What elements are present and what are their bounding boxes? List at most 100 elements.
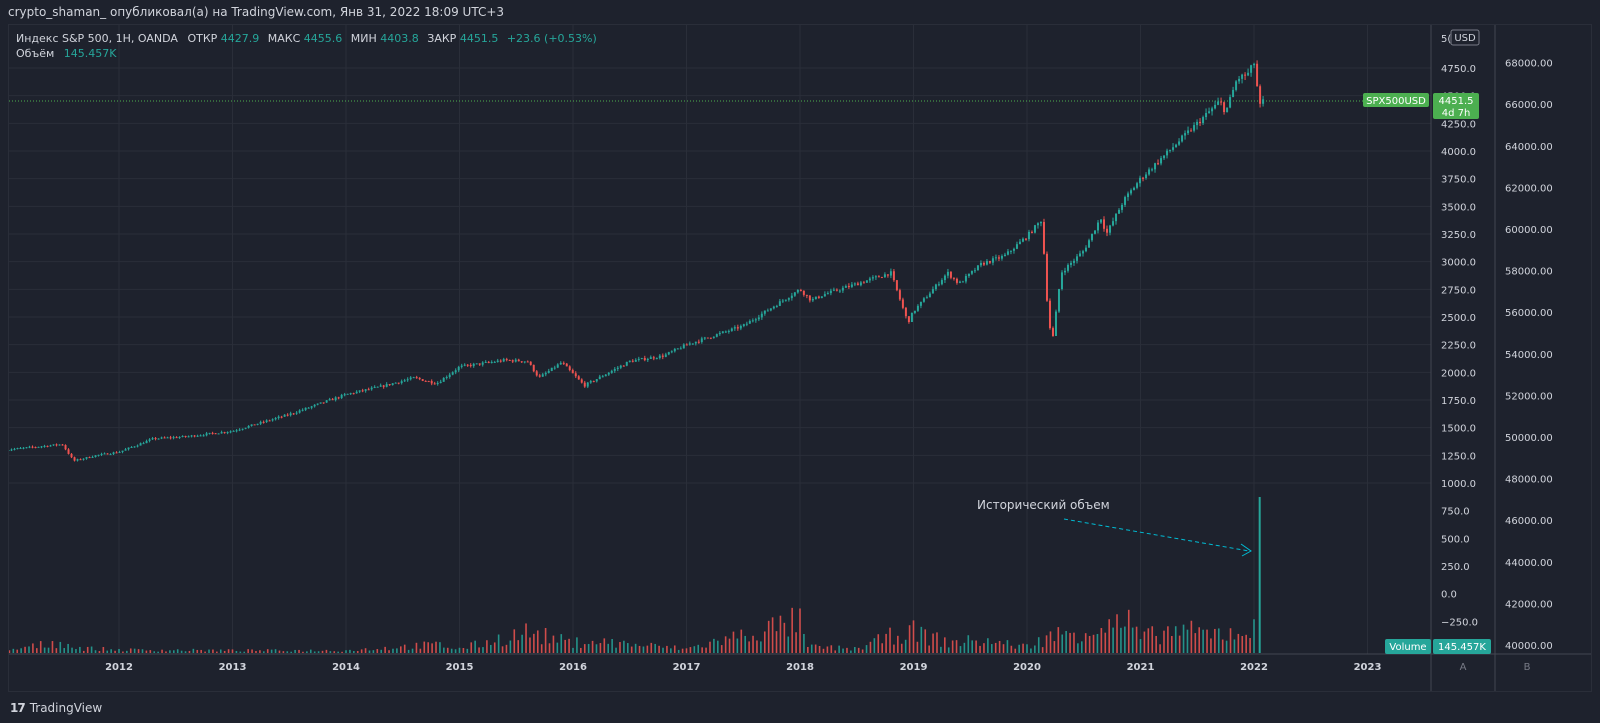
candle-body bbox=[910, 312, 913, 322]
candle-body bbox=[1202, 117, 1205, 124]
tradingview-logo[interactable]: 17 TradingView bbox=[10, 701, 102, 715]
volume-bar bbox=[223, 650, 226, 653]
volume-bar bbox=[756, 640, 758, 653]
price-axis-b[interactable]: 40000.00 42000.00 44000.00 46000.00 48000.00… bbox=[1505, 59, 1553, 652]
volume-bar bbox=[1073, 632, 1075, 653]
annotation-arrow[interactable] bbox=[1063, 518, 1250, 552]
candle-body bbox=[1036, 223, 1039, 226]
candle-body bbox=[373, 386, 376, 388]
candle-body bbox=[46, 445, 49, 447]
volume-bar bbox=[266, 649, 269, 653]
volume-bar bbox=[443, 647, 445, 653]
volume-bar bbox=[24, 646, 26, 653]
candle-body bbox=[565, 363, 568, 367]
volume-bar bbox=[345, 650, 347, 653]
candle-body bbox=[964, 276, 967, 282]
candle-body bbox=[91, 456, 94, 458]
candle-body bbox=[40, 446, 43, 448]
candle-body bbox=[343, 394, 346, 396]
volume-bar bbox=[1077, 643, 1079, 653]
volume-bar bbox=[349, 649, 351, 653]
volume-bar bbox=[638, 645, 641, 653]
legend-low-value: 4403.8 bbox=[380, 32, 419, 45]
candle-body bbox=[31, 446, 34, 448]
volume-bar bbox=[196, 649, 199, 653]
volume-bar bbox=[298, 649, 300, 653]
candle-body bbox=[724, 331, 727, 333]
volume-bar bbox=[810, 644, 813, 653]
candle-body bbox=[166, 437, 169, 439]
volume-bar bbox=[916, 641, 919, 653]
candle-body bbox=[1124, 197, 1127, 205]
price-axis-a-tick-label: 2750.0 bbox=[1441, 285, 1476, 296]
candle-body bbox=[835, 289, 838, 291]
volume-bar bbox=[842, 648, 844, 653]
volume-bar bbox=[1010, 645, 1013, 653]
currency-label: USD bbox=[1454, 33, 1476, 44]
volume-bar bbox=[153, 651, 156, 653]
volume-bar bbox=[399, 646, 402, 653]
volume-bar bbox=[47, 647, 50, 653]
volume-bar bbox=[176, 649, 179, 653]
scale-b-label[interactable]: B bbox=[1524, 662, 1531, 673]
candle-body bbox=[25, 447, 28, 449]
candle-body bbox=[649, 357, 652, 359]
candle-body bbox=[109, 454, 112, 456]
volume-bar bbox=[1217, 628, 1220, 653]
volume-bar bbox=[149, 650, 152, 653]
volume-bar bbox=[936, 632, 938, 653]
volume-bar bbox=[1155, 635, 1157, 653]
candle-body bbox=[655, 358, 658, 360]
volume-bar bbox=[1229, 628, 1232, 653]
candle-body bbox=[406, 379, 409, 381]
candle-body bbox=[103, 453, 106, 455]
candle-body bbox=[283, 414, 286, 417]
candle-body bbox=[961, 281, 964, 283]
volume-bar bbox=[1151, 626, 1154, 653]
volume-bar bbox=[1198, 627, 1201, 653]
volume-bar bbox=[998, 640, 1001, 653]
scale-a-label[interactable]: A bbox=[1460, 662, 1467, 673]
candle-body bbox=[394, 382, 397, 384]
volume-bar bbox=[1237, 633, 1240, 653]
volume-bar bbox=[169, 650, 171, 653]
candle-body bbox=[475, 363, 478, 365]
time-axis[interactable]: 2012 2013 2014 2015 2016 2017 2018 2019 2020 2021… bbox=[105, 662, 1381, 673]
candle-body bbox=[238, 429, 241, 431]
time-axis-tick-label: 2022 bbox=[1240, 662, 1268, 673]
candle-body bbox=[175, 437, 178, 439]
candle-body bbox=[421, 379, 424, 381]
candle-body bbox=[403, 380, 406, 382]
candle-body bbox=[1238, 78, 1241, 82]
volume-bar bbox=[290, 651, 293, 653]
candle-body bbox=[856, 283, 859, 286]
annotation-arrowhead bbox=[1240, 543, 1252, 557]
candlestick-chart[interactable]: 1000.0 1250.0 1500.0 1750.0 2000.0 2250.0 2500… bbox=[9, 25, 1591, 691]
candle-body bbox=[460, 365, 463, 367]
price-axis-a-lower-tick-label: 500.0 bbox=[1441, 534, 1470, 545]
candle-body bbox=[604, 374, 607, 377]
price-axis-a[interactable]: 1000.0 1250.0 1500.0 1750.0 2000.0 2250.0 2500… bbox=[1441, 64, 1478, 628]
volume-bar bbox=[470, 642, 473, 653]
candle-body bbox=[445, 377, 448, 379]
candle-body bbox=[898, 290, 901, 300]
volume-bar bbox=[920, 626, 923, 653]
volume-bar bbox=[814, 644, 817, 653]
volume-bar bbox=[540, 644, 543, 653]
candle-body bbox=[298, 410, 301, 413]
volume-bar bbox=[873, 638, 876, 653]
candle-body bbox=[1072, 260, 1075, 263]
candle-body bbox=[1097, 222, 1100, 231]
candle-body bbox=[646, 358, 649, 361]
volume-bar bbox=[493, 642, 496, 653]
candle-body bbox=[1009, 250, 1012, 252]
price-axis-b-tick-label: 68000.00 bbox=[1505, 59, 1553, 70]
volume-bar bbox=[693, 646, 696, 653]
candle-body bbox=[490, 361, 493, 363]
volume-bar bbox=[259, 650, 261, 653]
candle-body bbox=[127, 447, 130, 450]
annotation-text[interactable]: Исторический объем bbox=[977, 498, 1110, 512]
volume-bar bbox=[775, 631, 778, 653]
candle-body bbox=[217, 433, 220, 435]
currency-button[interactable] bbox=[1450, 29, 1480, 46]
